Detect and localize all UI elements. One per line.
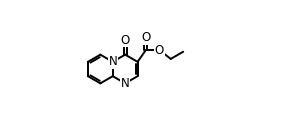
- Text: N: N: [121, 77, 130, 90]
- Text: O: O: [155, 44, 164, 57]
- Text: O: O: [120, 34, 130, 47]
- Text: O: O: [141, 31, 151, 44]
- Text: N: N: [108, 55, 117, 68]
